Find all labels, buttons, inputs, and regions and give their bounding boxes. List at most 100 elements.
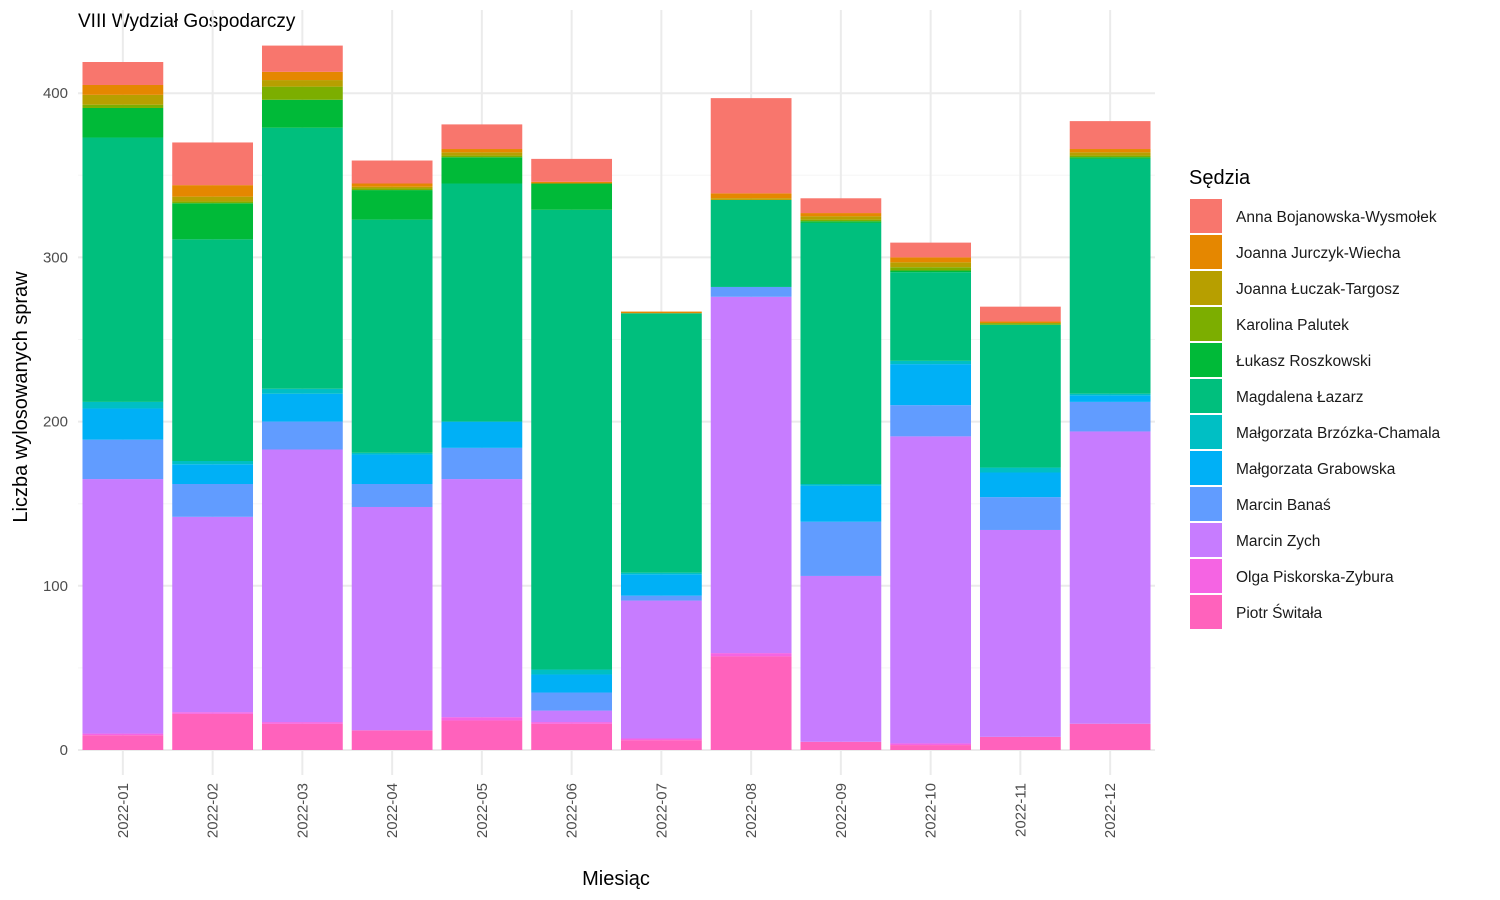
- bar-segment: [82, 84, 164, 95]
- x-tick-label: 2022-08: [743, 783, 760, 838]
- bar-segment: [620, 311, 702, 314]
- bar-segment: [172, 483, 254, 517]
- bar-segment: [890, 267, 972, 271]
- bar-segment: [351, 730, 433, 750]
- legend-title: Sędzia: [1189, 167, 1251, 189]
- bar-segment: [82, 733, 164, 736]
- bar-segment: [82, 735, 164, 750]
- bar-segment: [82, 137, 164, 402]
- bar-segment: [531, 183, 613, 210]
- bar-segment: [261, 45, 343, 72]
- bar-segment: [710, 193, 792, 199]
- bar-segment: [351, 188, 433, 191]
- bar-segment: [172, 464, 254, 484]
- bar-segment: [351, 506, 433, 731]
- bar-segment: [531, 669, 613, 675]
- x-tick-label: 2022-02: [205, 783, 222, 838]
- legend-key: [1190, 271, 1222, 305]
- x-axis-ticks: 2022-01 2022-02 2022-03 2022-04 2022-05 2022-…: [115, 783, 1119, 838]
- bar-segment: [800, 741, 882, 750]
- bar-segment: [351, 483, 433, 507]
- bar-segment: [172, 712, 254, 714]
- bar-segment: [531, 692, 613, 711]
- bar-segment: [172, 516, 254, 713]
- bar-segment: [979, 472, 1061, 498]
- bar-segment: [441, 717, 523, 721]
- chart-title: VIII Wydział Gospodarczy: [78, 11, 296, 32]
- bar-segment: [979, 736, 1061, 750]
- bar-segment: [710, 286, 792, 297]
- bar-segment: [531, 181, 613, 184]
- bar-segment: [890, 257, 972, 263]
- bar-segment: [1069, 157, 1151, 159]
- bar-segment: [82, 408, 164, 440]
- bar-segment: [441, 421, 523, 448]
- bar-segment: [261, 421, 343, 450]
- legend-label: Anna Bojanowska-Wysmołek: [1236, 209, 1437, 226]
- bar-segment: [800, 219, 882, 222]
- bar-segment: [890, 405, 972, 437]
- bar-segment: [979, 321, 1061, 324]
- bar-segment: [531, 158, 613, 182]
- bar-segment: [441, 447, 523, 480]
- bar-segment: [800, 213, 882, 217]
- bar-segment: [261, 723, 343, 750]
- bar-segment: [800, 221, 882, 223]
- bar-segment: [1069, 431, 1151, 724]
- bar-segment: [1069, 395, 1151, 402]
- bar-segment: [979, 324, 1061, 468]
- x-axis-title: Miesiąc: [582, 868, 650, 890]
- bar-segment: [82, 107, 164, 138]
- bar-segment: [890, 364, 972, 406]
- bar-segment: [441, 720, 523, 750]
- bar-segment: [172, 239, 254, 462]
- bar-segment: [979, 323, 1061, 325]
- bar-segment: [82, 62, 164, 85]
- y-tick-label: 100: [43, 578, 68, 595]
- bar-segment: [1069, 149, 1151, 153]
- bar-segment: [710, 199, 792, 287]
- bar-segment: [710, 656, 792, 750]
- legend-label: Piotr Świtała: [1236, 604, 1323, 622]
- x-tick-label: 2022-04: [384, 783, 401, 838]
- bar-segment: [531, 723, 613, 750]
- bar-segment: [261, 388, 343, 394]
- bar-segment: [1069, 155, 1151, 158]
- bar-segment: [441, 183, 523, 422]
- bar-segment: [261, 393, 343, 422]
- bar-segment: [82, 479, 164, 734]
- x-tick-label: 2022-11: [1012, 783, 1029, 837]
- bar-segment: [441, 149, 523, 153]
- legend: Sędzia Anna Bojanowska-Wysmołek Joanna Ju…: [1189, 167, 1441, 629]
- bar-segment: [441, 155, 523, 158]
- bar-segment: [172, 713, 254, 750]
- bar-segment: [800, 575, 882, 742]
- x-tick-label: 2022-12: [1102, 783, 1119, 838]
- bar-segment: [441, 124, 523, 150]
- bar-segment: [890, 743, 972, 746]
- bar-segment: [890, 436, 972, 744]
- legend-label: Joanna Jurczyk-Wiecha: [1236, 245, 1401, 262]
- bar-segment: [710, 296, 792, 654]
- plot-bars: [82, 45, 1151, 750]
- bar-segment: [620, 738, 702, 741]
- bar-segment: [710, 98, 792, 194]
- bar-segment: [261, 449, 343, 723]
- bar-segment: [620, 740, 702, 750]
- bar-segment: [531, 209, 613, 670]
- bar-segment: [979, 306, 1061, 322]
- legend-key: [1190, 235, 1222, 269]
- legend-label: Karolina Palutek: [1236, 317, 1349, 334]
- bar-segment: [620, 600, 702, 739]
- legend-key: [1190, 343, 1222, 377]
- x-tick-label: 2022-07: [653, 783, 670, 838]
- bar-segment: [261, 71, 343, 81]
- bar-segment: [261, 722, 343, 724]
- bar-segment: [351, 186, 433, 189]
- bar-segment: [800, 521, 882, 576]
- legend-key: [1190, 487, 1222, 521]
- bar-segment: [351, 160, 433, 184]
- bar-segment: [172, 185, 254, 197]
- bar-segment: [172, 201, 254, 204]
